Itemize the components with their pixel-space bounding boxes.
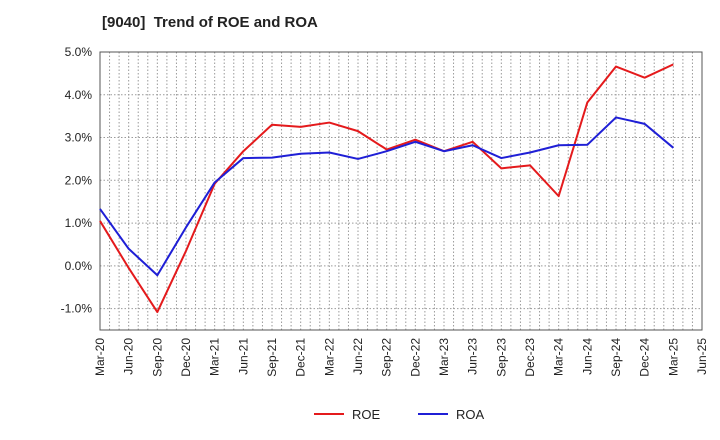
axis-layer: 5.0% 4.0% 3.0% 2.0% 1.0% 0.0% -1.0% Mar-20 Jun-2…	[61, 45, 709, 377]
grid-layer	[100, 51, 702, 330]
y-tick-label: 1.0%	[65, 216, 93, 230]
series-line-roe	[99, 63, 674, 314]
y-tick-label: 5.0%	[65, 45, 93, 59]
legend: ROE ROA	[314, 407, 485, 422]
x-tick-label: Dec-23	[523, 338, 537, 377]
x-tick-label: Sep-24	[609, 338, 623, 377]
x-tick-label: Mar-23	[437, 338, 451, 376]
plot-frame	[99, 51, 703, 331]
y-tick-label: -1.0%	[61, 302, 93, 316]
x-tick-label: Jun-22	[351, 338, 365, 375]
series-layer	[99, 63, 674, 314]
chart-title: [9040] Trend of ROE and ROA	[102, 14, 318, 31]
y-tick-label: 0.0%	[65, 259, 93, 273]
y-tick-label: 3.0%	[65, 131, 93, 145]
y-tick-label: 2.0%	[65, 173, 93, 187]
x-tick-label: Dec-24	[638, 338, 652, 377]
legend-label-roa: ROA	[456, 407, 485, 422]
x-tick-label: Jun-24	[580, 338, 594, 375]
y-tick-label: 4.0%	[65, 88, 93, 102]
x-tick-label: Sep-20	[150, 338, 164, 377]
x-tick-label: Dec-22	[408, 338, 422, 377]
series-line-roa	[99, 116, 674, 277]
x-tick-label: Sep-21	[265, 338, 279, 377]
x-tick-label: Dec-21	[294, 338, 308, 377]
x-tick-label: Mar-21	[208, 338, 222, 376]
x-tick-label: Dec-20	[179, 338, 193, 377]
x-tick-label: Jun-21	[236, 338, 250, 375]
x-tick-label: Mar-24	[552, 338, 566, 376]
legend-label-roe: ROE	[352, 407, 381, 422]
plot-area	[100, 52, 702, 330]
x-tick-label: Mar-20	[93, 338, 107, 376]
x-tick-label: Mar-25	[666, 338, 680, 376]
x-tick-label: Jun-25	[695, 338, 709, 375]
x-tick-label: Sep-22	[380, 338, 394, 377]
x-tick-label: Sep-23	[494, 338, 508, 377]
x-tick-label: Jun-20	[122, 338, 136, 375]
x-tick-label: Jun-23	[466, 338, 480, 375]
x-tick-label: Mar-22	[322, 338, 336, 376]
